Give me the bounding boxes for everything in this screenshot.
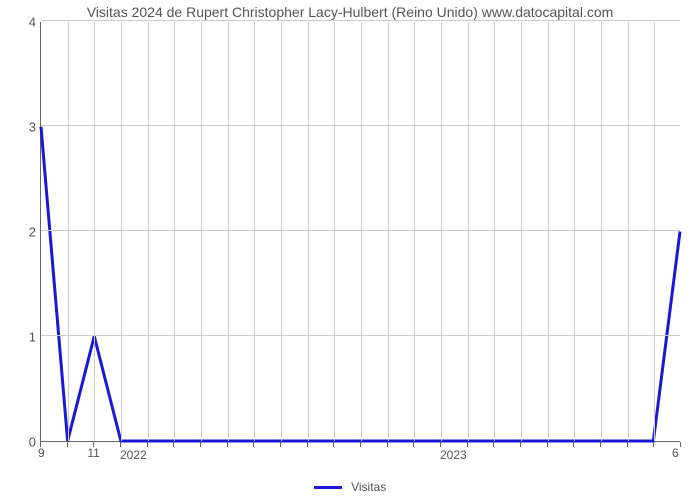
chart-title: Visitas 2024 de Rupert Christopher Lacy-… bbox=[0, 4, 700, 20]
x-tick-mark bbox=[600, 442, 601, 447]
x-tick-mark bbox=[360, 442, 361, 447]
x-tick-mark bbox=[520, 442, 521, 447]
y-tick-label: 3 bbox=[20, 120, 36, 135]
x-corner-left-inner: 11 bbox=[87, 446, 99, 460]
x-tick-mark bbox=[467, 442, 468, 447]
x-tick-mark bbox=[627, 442, 628, 447]
x-tick-mark bbox=[333, 442, 334, 447]
gridline-vertical bbox=[574, 22, 575, 441]
gridline-vertical bbox=[228, 22, 229, 441]
y-tick-label: 2 bbox=[20, 225, 36, 240]
gridline-vertical bbox=[548, 22, 549, 441]
x-tick-mark bbox=[280, 442, 281, 447]
y-tick-label: 4 bbox=[20, 15, 36, 30]
x-tick-mark bbox=[440, 442, 441, 447]
gridline-vertical bbox=[521, 22, 522, 441]
x-tick-mark bbox=[680, 442, 681, 447]
legend-swatch bbox=[314, 486, 342, 489]
gridline-vertical bbox=[94, 22, 95, 441]
gridline-horizontal bbox=[41, 335, 680, 336]
x-tick-label: 2022 bbox=[120, 448, 147, 462]
x-tick-mark bbox=[413, 442, 414, 447]
x-tick-mark bbox=[493, 442, 494, 447]
plot-area bbox=[40, 22, 680, 442]
x-tick-mark bbox=[67, 442, 68, 447]
gridline-vertical bbox=[601, 22, 602, 441]
x-tick-mark bbox=[200, 442, 201, 447]
gridline-vertical bbox=[628, 22, 629, 441]
x-tick-mark bbox=[173, 442, 174, 447]
x-tick-mark bbox=[573, 442, 574, 447]
legend: Visitas bbox=[0, 480, 700, 494]
gridline-vertical bbox=[201, 22, 202, 441]
gridline-vertical bbox=[414, 22, 415, 441]
x-corner-right: 6 bbox=[672, 446, 679, 460]
y-tick-label: 0 bbox=[20, 435, 36, 450]
x-tick-mark bbox=[120, 442, 121, 447]
gridline-vertical bbox=[254, 22, 255, 441]
gridline-vertical bbox=[148, 22, 149, 441]
gridline-vertical bbox=[121, 22, 122, 441]
gridline-vertical bbox=[68, 22, 69, 441]
x-tick-mark bbox=[547, 442, 548, 447]
x-tick-label: 2023 bbox=[440, 448, 467, 462]
x-tick-mark bbox=[227, 442, 228, 447]
gridline-vertical bbox=[388, 22, 389, 441]
y-tick-label: 1 bbox=[20, 330, 36, 345]
gridline-horizontal bbox=[41, 20, 680, 21]
gridline-vertical bbox=[494, 22, 495, 441]
gridline-vertical bbox=[334, 22, 335, 441]
gridline-vertical bbox=[308, 22, 309, 441]
gridline-vertical bbox=[281, 22, 282, 441]
x-corner-left: 9 bbox=[38, 446, 45, 460]
gridline-vertical bbox=[468, 22, 469, 441]
gridline-vertical bbox=[441, 22, 442, 441]
x-tick-mark bbox=[387, 442, 388, 447]
x-tick-mark bbox=[307, 442, 308, 447]
gridline-vertical bbox=[654, 22, 655, 441]
gridline-horizontal bbox=[41, 230, 680, 231]
x-tick-mark bbox=[653, 442, 654, 447]
chart-container: Visitas 2024 de Rupert Christopher Lacy-… bbox=[0, 0, 700, 500]
x-tick-mark bbox=[253, 442, 254, 447]
legend-label: Visitas bbox=[351, 480, 386, 494]
gridline-vertical bbox=[361, 22, 362, 441]
gridline-vertical bbox=[174, 22, 175, 441]
gridline-horizontal bbox=[41, 125, 680, 126]
x-tick-mark bbox=[147, 442, 148, 447]
